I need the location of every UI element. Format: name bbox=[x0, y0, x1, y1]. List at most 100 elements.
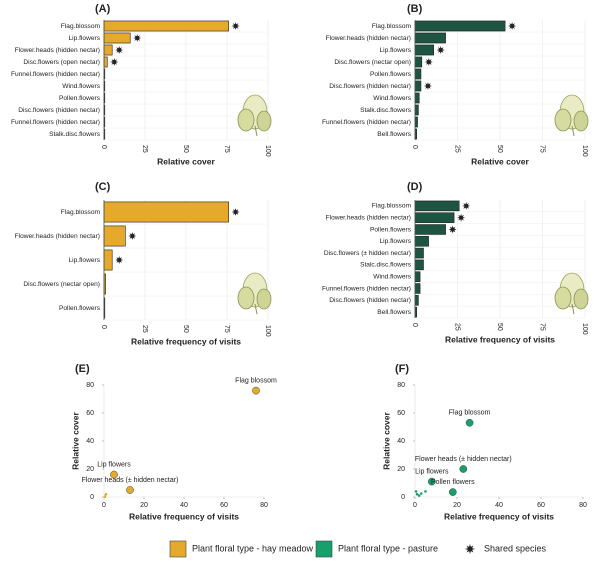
panel-title: (F) bbox=[395, 363, 409, 375]
category-label: Stalk.disc.flowers bbox=[49, 131, 101, 138]
point-label: Lip flowers bbox=[415, 468, 449, 475]
category-label: Wind.flowers bbox=[373, 95, 411, 102]
shared-marker bbox=[436, 46, 445, 54]
shared-marker bbox=[424, 58, 433, 66]
petal bbox=[237, 286, 255, 310]
x-tick-label: 0 bbox=[411, 323, 418, 327]
x-axis-label: Relative frequency of visits bbox=[129, 511, 239, 521]
y-tick-label: 80 bbox=[86, 382, 94, 389]
x-tick-label: 75 bbox=[223, 325, 230, 333]
point bbox=[415, 492, 419, 496]
category-label: Flag.blossom bbox=[372, 23, 412, 30]
legend-swatch bbox=[169, 540, 187, 558]
point bbox=[459, 465, 468, 473]
x-tick-label: 50 bbox=[496, 323, 503, 331]
x-tick-label: 75 bbox=[539, 323, 546, 331]
x-tick-label: 40 bbox=[495, 502, 503, 509]
petal bbox=[554, 108, 572, 132]
bar bbox=[103, 249, 113, 271]
petal bbox=[554, 286, 572, 310]
bar bbox=[414, 271, 421, 282]
panel-title: (E) bbox=[75, 363, 90, 375]
point bbox=[126, 486, 134, 494]
bar bbox=[414, 259, 424, 271]
category-label: Lip.flowers bbox=[379, 47, 411, 54]
y-tick-label: 40 bbox=[86, 438, 94, 445]
shared-marker bbox=[448, 225, 457, 234]
x-tick-label: 25 bbox=[141, 325, 148, 333]
y-tick-label: 60 bbox=[86, 410, 94, 417]
flower-illustration bbox=[237, 272, 272, 315]
x-tick-label: 50 bbox=[182, 325, 189, 333]
bar bbox=[103, 44, 113, 56]
point bbox=[110, 470, 118, 479]
category-label: Stalc.disc.flowers bbox=[360, 262, 412, 269]
petal bbox=[573, 288, 589, 310]
legend-label: Plant floral type - pasture bbox=[338, 543, 438, 553]
stem bbox=[254, 303, 258, 315]
legend-swatch bbox=[315, 540, 333, 558]
shared-marker bbox=[423, 82, 432, 90]
category-label: Flower.heads (hidden nectar) bbox=[326, 214, 411, 221]
shared-marker bbox=[462, 201, 471, 210]
x-axis-label: Relative frequency of visits bbox=[445, 334, 555, 344]
x-tick-label: 40 bbox=[180, 502, 188, 509]
point-label: Flower heads (± hidden nectar) bbox=[82, 477, 179, 484]
bar bbox=[414, 295, 419, 306]
category-label: Bell.flowers bbox=[377, 309, 411, 316]
x-tick-label: 25 bbox=[454, 145, 461, 153]
flower-illustration bbox=[237, 94, 272, 137]
shared-marker bbox=[231, 22, 240, 30]
panel-title: (B) bbox=[407, 3, 423, 15]
category-label: Disc.flowers (± hidden nectar) bbox=[324, 250, 411, 257]
legend-label: Shared species bbox=[484, 543, 547, 553]
category-label: Disc.flowers (hidden nectar) bbox=[329, 83, 411, 90]
x-tick-label: 60 bbox=[220, 502, 228, 509]
x-tick-label: 75 bbox=[223, 145, 230, 153]
x-tick-label: 0 bbox=[411, 145, 418, 149]
point bbox=[252, 386, 260, 395]
point bbox=[420, 492, 423, 495]
x-tick-label: 100 bbox=[264, 325, 271, 337]
x-tick-label: 50 bbox=[496, 145, 503, 153]
category-label: Flower.heads (hidden nectar) bbox=[326, 35, 411, 42]
shared-marker bbox=[115, 46, 124, 54]
y-tick-label: 0 bbox=[401, 494, 405, 501]
bar bbox=[103, 201, 229, 223]
point bbox=[427, 477, 436, 486]
point bbox=[103, 495, 107, 498]
stem bbox=[254, 125, 258, 137]
x-tick-label: 25 bbox=[454, 323, 461, 331]
bar bbox=[414, 200, 460, 212]
flower-illustration bbox=[554, 94, 589, 137]
bar bbox=[103, 20, 229, 32]
shared-marker bbox=[115, 256, 124, 264]
bar bbox=[414, 32, 446, 44]
x-tick-label: 60 bbox=[537, 502, 545, 509]
point bbox=[448, 488, 457, 496]
bar bbox=[414, 44, 435, 56]
point bbox=[414, 490, 418, 493]
x-tick-label: 25 bbox=[141, 145, 148, 153]
category-label: Lip.flowers bbox=[68, 257, 100, 264]
point bbox=[424, 490, 427, 493]
petal bbox=[256, 110, 272, 132]
category-label: Stalk.disc.flowers bbox=[360, 107, 412, 114]
panel-title: (A) bbox=[95, 3, 111, 15]
category-label: Bell.flowers bbox=[377, 131, 411, 138]
bar bbox=[414, 224, 446, 235]
x-axis-label: Relative frequency of visits bbox=[444, 511, 554, 521]
bar bbox=[414, 104, 419, 116]
x-tick-label: 100 bbox=[264, 145, 271, 157]
x-tick-label: 20 bbox=[140, 502, 148, 509]
point bbox=[104, 492, 108, 496]
category-label: Pollen.flowers bbox=[370, 71, 412, 78]
point-label: Flag blossom bbox=[449, 410, 491, 417]
y-tick-label: 0 bbox=[90, 494, 94, 501]
x-tick-label: 80 bbox=[260, 502, 268, 509]
category-label: Disc.flowers (nectar open) bbox=[23, 281, 100, 288]
x-tick-label: 0 bbox=[100, 325, 107, 329]
y-axis-label: Relative cover bbox=[70, 411, 80, 469]
